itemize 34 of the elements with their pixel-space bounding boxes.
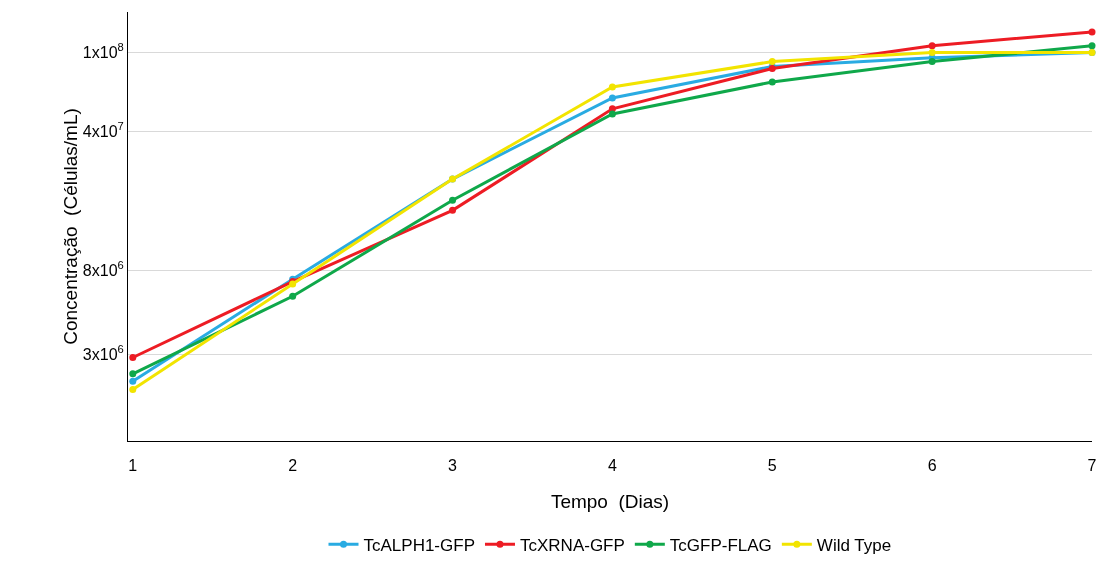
- point: [1088, 42, 1096, 50]
- x-tick-label: 7: [1087, 457, 1097, 475]
- point: [928, 58, 936, 66]
- y-tick-label: 1x10$^{8}$: [82, 41, 124, 62]
- x-axis-title: Tempo (Dias): [550, 491, 670, 512]
- x-tick-label: 1: [128, 457, 138, 475]
- y-axis-title: Concentração (Células/mL): [59, 108, 81, 345]
- x-tick-label: 2: [288, 457, 298, 475]
- x-tick-label: 5: [767, 457, 777, 475]
- point: [608, 83, 616, 91]
- y-tick-label: 3x10$^{6}$: [82, 343, 124, 364]
- legend-label: Wild Type: [816, 535, 892, 555]
- point: [449, 206, 457, 214]
- legend-label: TcALPH1-GFP: [363, 535, 475, 555]
- point: [289, 292, 297, 300]
- legend-label: TcXRNA-GFP: [519, 535, 625, 555]
- x-tick-label: 4: [607, 457, 617, 475]
- point: [608, 94, 616, 102]
- legend-label: TcGFP-FLAG: [669, 535, 772, 555]
- point: [129, 353, 137, 361]
- point: [129, 377, 137, 385]
- point: [928, 42, 936, 50]
- x-tick-label: 6: [927, 457, 937, 475]
- point: [768, 58, 776, 66]
- point: [129, 370, 137, 378]
- point: [449, 196, 457, 204]
- y-tick-label: 4x10$^{7}$: [82, 120, 124, 141]
- point: [608, 110, 616, 118]
- x-tick-label: 3: [448, 457, 458, 475]
- point: [1088, 28, 1096, 36]
- y-tick-label: 8x10$^{6}$: [82, 258, 124, 279]
- point: [768, 78, 776, 86]
- point: [928, 48, 936, 56]
- point: [129, 386, 137, 393]
